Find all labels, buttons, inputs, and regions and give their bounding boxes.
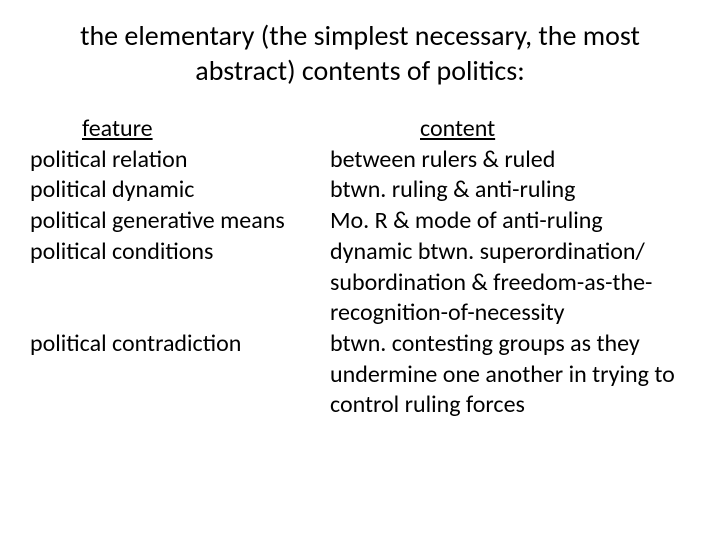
column-header-feature: feature [30, 114, 320, 145]
table-cell-content: dynamic btwn. superordination/ subordina… [330, 237, 690, 329]
table-cell-feature: political generative means [30, 206, 320, 237]
table-cell-feature: political conditions [30, 237, 320, 329]
table-cell-content: btwn. ruling & anti-ruling [330, 175, 690, 206]
table-cell-feature: political relation [30, 145, 320, 176]
table-cell-content: between rulers & ruled [330, 145, 690, 176]
table-cell-feature: political dynamic [30, 175, 320, 206]
table-cell-content: btwn. contesting groups as they undermin… [330, 329, 690, 421]
slide-title: the elementary (the simplest necessary, … [30, 18, 690, 88]
table-cell-content: Mo. R & mode of anti-ruling [330, 206, 690, 237]
table-cell-feature: political contradiction [30, 329, 320, 421]
content-table: feature content political relation betwe… [30, 114, 690, 421]
column-header-content: content [330, 114, 690, 145]
slide: the elementary (the simplest necessary, … [0, 0, 720, 540]
